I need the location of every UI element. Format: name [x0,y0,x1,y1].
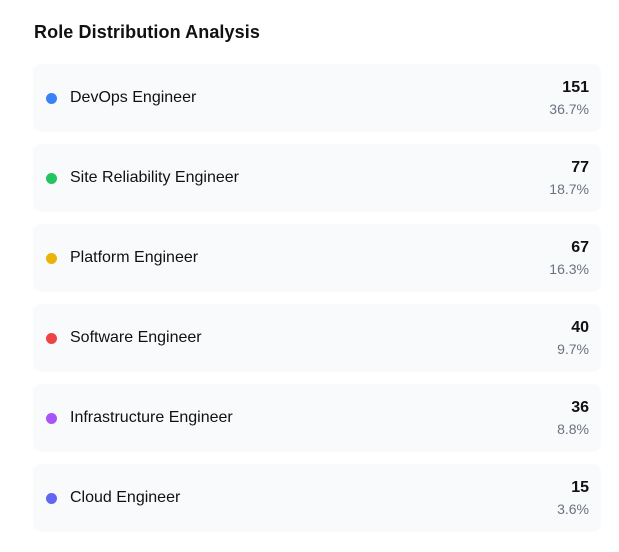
site-reliability-engineer-color-dot [46,173,57,184]
role-label: DevOps Engineer [70,89,197,106]
role-percent: 8.8% [557,421,589,437]
role-label: Cloud Engineer [70,489,181,506]
role-count: 77 [571,159,589,176]
cloud-engineer-color-dot [46,493,57,504]
role-count: 67 [571,239,589,256]
role-label: Software Engineer [70,329,202,346]
infrastructure-engineer-color-dot [46,413,57,424]
devops-engineer-color-dot [46,93,57,104]
role-count: 15 [571,479,589,496]
platform-engineer-color-dot [46,253,57,264]
role-count: 151 [562,79,589,96]
role-percent: 9.7% [557,341,589,357]
role-row-software-engineer: Software Engineer 40 9.7% [33,304,601,372]
role-count: 40 [571,319,589,336]
role-row-site-reliability-engineer: Site Reliability Engineer 77 18.7% [33,144,601,212]
panel-title: Role Distribution Analysis [34,22,260,42]
role-percent: 36.7% [549,101,589,117]
software-engineer-color-dot [46,333,57,344]
role-row-infrastructure-engineer: Infrastructure Engineer 36 8.8% [33,384,601,452]
role-label: Infrastructure Engineer [70,409,233,426]
role-row-platform-engineer: Platform Engineer 67 16.3% [33,224,601,292]
role-row-devops-engineer: DevOps Engineer 151 36.7% [33,64,601,132]
role-count: 36 [571,399,589,416]
role-label: Site Reliability Engineer [70,169,239,186]
role-label: Platform Engineer [70,249,199,266]
role-row-cloud-engineer: Cloud Engineer 15 3.6% [33,464,601,532]
role-percent: 16.3% [549,261,589,277]
role-list: DevOps Engineer 151 36.7% Site Reliabili… [33,64,601,544]
role-percent: 3.6% [557,501,589,517]
role-percent: 18.7% [549,181,589,197]
